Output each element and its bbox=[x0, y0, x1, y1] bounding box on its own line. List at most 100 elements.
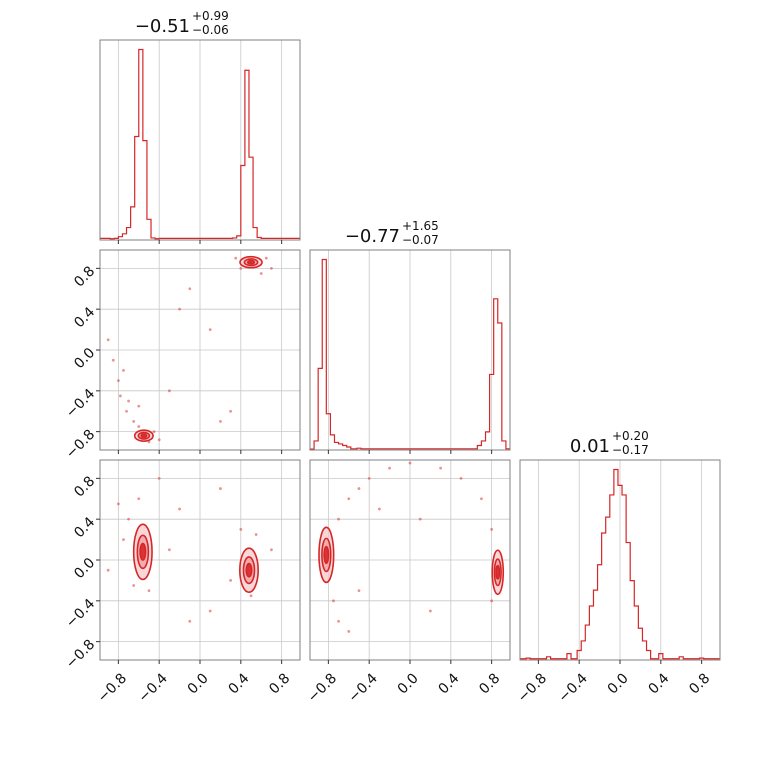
scatter-point bbox=[106, 568, 110, 572]
scatter-point bbox=[259, 272, 263, 275]
scatter-point bbox=[152, 430, 156, 434]
scatter-point bbox=[127, 517, 130, 521]
scatter-point bbox=[337, 619, 340, 623]
x-tick-label: 0.8 bbox=[266, 670, 293, 697]
x-tick-label: −0.8 bbox=[95, 670, 130, 705]
y-tick-label: −0.4 bbox=[63, 386, 98, 421]
scatter-point bbox=[264, 256, 268, 260]
scatter-point bbox=[116, 379, 120, 383]
scatter-point bbox=[188, 619, 192, 623]
scatter-point bbox=[137, 497, 141, 501]
title-3-lower-error: −0.17 bbox=[612, 443, 649, 457]
scatter-point bbox=[132, 420, 136, 423]
scatter-point bbox=[439, 466, 443, 470]
scatter-point bbox=[111, 358, 115, 362]
scatter-point bbox=[408, 461, 412, 465]
scatter-point bbox=[418, 517, 422, 521]
scatter-point bbox=[188, 287, 192, 291]
title-2-value: −0.77 bbox=[345, 226, 400, 247]
scatter-point bbox=[239, 266, 243, 270]
scatter-point bbox=[347, 497, 351, 501]
y-tick-label: −0.8 bbox=[63, 637, 98, 672]
scatter-point bbox=[429, 609, 432, 613]
title-1-lower-error: −0.06 bbox=[192, 23, 229, 37]
scatter-point bbox=[167, 389, 171, 393]
x-tick-label: −0.4 bbox=[136, 670, 171, 705]
histogram-2-step bbox=[309, 258, 510, 450]
histogram-1-step bbox=[100, 48, 300, 240]
scatter-point bbox=[122, 538, 125, 541]
scatter-point bbox=[357, 487, 361, 490]
scatter-point bbox=[219, 487, 222, 490]
scatter-point bbox=[116, 502, 120, 506]
scatter-point bbox=[459, 476, 463, 480]
scatter-point bbox=[388, 466, 391, 470]
scatter-point bbox=[208, 328, 212, 331]
scatter-point bbox=[208, 609, 212, 613]
scatter-point bbox=[270, 548, 273, 552]
title-1-value: −0.51 bbox=[135, 16, 190, 37]
scatter-point bbox=[367, 476, 371, 480]
y-tick-label: 0.0 bbox=[71, 345, 98, 372]
x-tick-label: −0.8 bbox=[515, 670, 550, 705]
scatter-point bbox=[332, 599, 335, 603]
x-tick-label: −0.4 bbox=[556, 670, 591, 705]
title-1-upper-error: +0.99 bbox=[192, 9, 229, 23]
y-tick-label: −0.4 bbox=[63, 596, 98, 631]
scatter-point bbox=[147, 589, 151, 593]
scatter-point bbox=[229, 579, 233, 582]
scatter-point bbox=[167, 548, 171, 552]
scatter-point bbox=[254, 533, 258, 536]
density-contour bbox=[245, 562, 253, 578]
density-contour bbox=[323, 545, 330, 564]
scatter-point bbox=[178, 507, 181, 511]
scatter-point bbox=[132, 584, 136, 587]
density-contour bbox=[495, 564, 501, 580]
x-tick-label: 0.0 bbox=[605, 670, 632, 697]
scatter-point bbox=[157, 476, 161, 480]
scatter-point bbox=[106, 338, 110, 342]
x-tick-label: 0.0 bbox=[395, 670, 422, 697]
scatter-point bbox=[125, 409, 128, 413]
scatter-point bbox=[377, 507, 381, 511]
scatter-point bbox=[347, 630, 351, 633]
scatter-point bbox=[234, 256, 238, 260]
scatter-point bbox=[127, 399, 130, 403]
title-2-upper-error: +1.65 bbox=[402, 219, 439, 233]
scatter-point bbox=[137, 425, 141, 428]
title-2-lower-error: −0.07 bbox=[402, 233, 439, 247]
density-contour bbox=[246, 259, 256, 265]
scatter-point bbox=[219, 420, 222, 423]
x-tick-label: −0.4 bbox=[346, 670, 381, 705]
scatter-point bbox=[357, 589, 361, 593]
scatter-point bbox=[239, 527, 243, 531]
scatter-point bbox=[157, 438, 161, 442]
scatter-point bbox=[119, 394, 122, 398]
scatter-point bbox=[137, 404, 141, 408]
density-contour bbox=[140, 433, 148, 439]
y-tick-label: 0.0 bbox=[71, 555, 98, 582]
x-tick-label: 0.0 bbox=[185, 670, 212, 697]
y-tick-label: 0.8 bbox=[71, 263, 98, 290]
y-tick-label: 0.8 bbox=[71, 473, 98, 500]
y-tick-label: −0.8 bbox=[63, 427, 98, 462]
histogram-3-step bbox=[520, 468, 720, 660]
density-contour bbox=[139, 542, 147, 561]
scatter-point bbox=[229, 409, 233, 413]
title-3-upper-error: +0.20 bbox=[612, 429, 649, 443]
scatter-point bbox=[178, 307, 181, 311]
scatter-point bbox=[480, 497, 483, 501]
x-tick-label: 0.8 bbox=[686, 670, 713, 697]
scatter-point bbox=[490, 527, 494, 531]
scatter-point bbox=[122, 369, 125, 372]
x-tick-label: 0.4 bbox=[435, 670, 462, 697]
x-tick-label: −0.8 bbox=[305, 670, 340, 705]
y-tick-label: 0.4 bbox=[71, 514, 98, 541]
scatter-point bbox=[337, 517, 340, 521]
x-tick-label: 0.4 bbox=[225, 670, 252, 697]
x-tick-label: 0.4 bbox=[645, 670, 672, 697]
scatter-point bbox=[490, 599, 494, 603]
title-3-value: 0.01 bbox=[570, 436, 610, 457]
